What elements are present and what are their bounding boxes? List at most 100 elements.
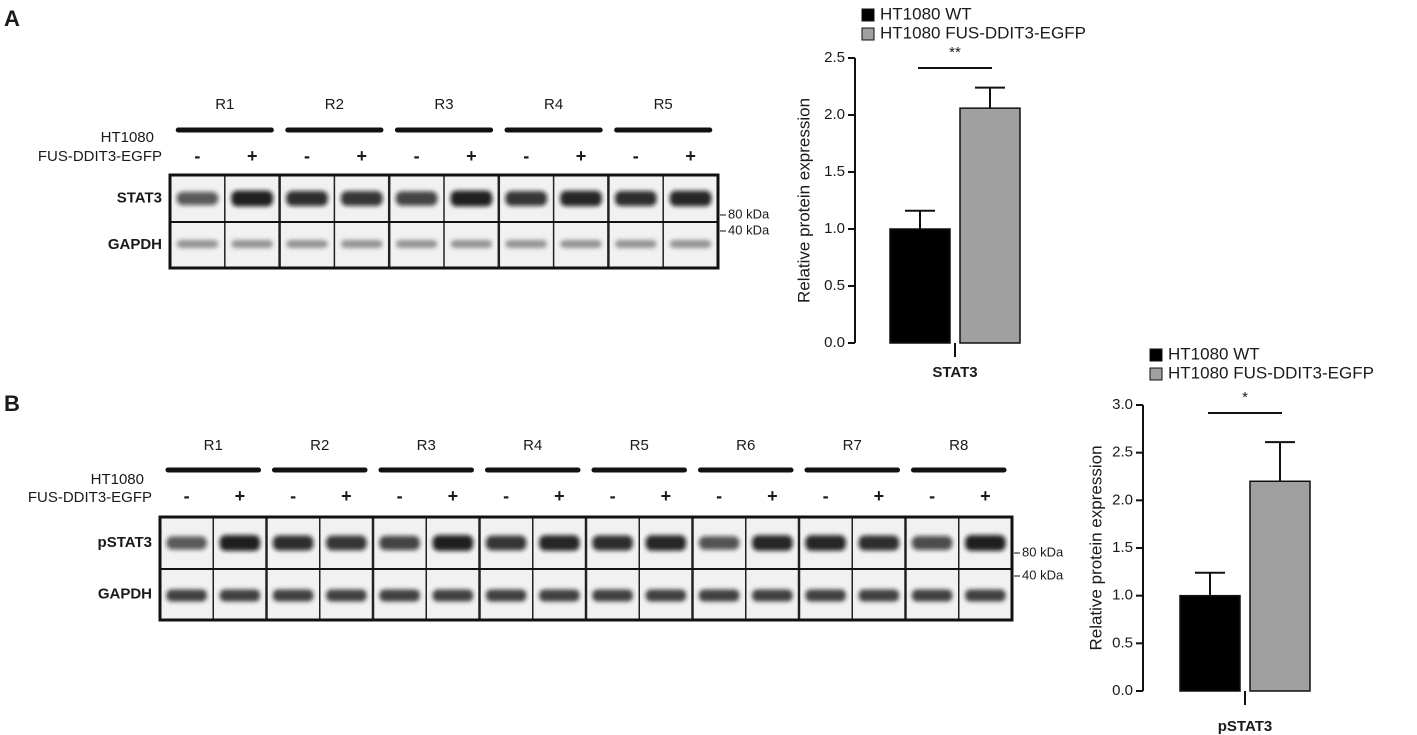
- band: [432, 535, 474, 551]
- band: [965, 589, 1006, 602]
- band: [176, 191, 219, 206]
- band: [379, 535, 420, 551]
- replicate-label: R2: [325, 96, 344, 113]
- row-label: STAT3: [117, 189, 162, 206]
- y-tick-label: 1.0: [1112, 587, 1133, 604]
- band: [231, 190, 274, 207]
- replicate-label: R7: [843, 437, 862, 454]
- band: [911, 589, 953, 602]
- band: [560, 190, 602, 207]
- lane-sign: -: [716, 486, 722, 506]
- band: [166, 536, 207, 550]
- replicate-label: R4: [523, 437, 542, 454]
- band: [286, 190, 328, 207]
- cell-line-label: HT1080: [101, 129, 154, 146]
- lane-sign: -: [414, 146, 420, 166]
- band: [176, 240, 219, 248]
- band: [219, 589, 261, 602]
- band: [614, 190, 657, 207]
- lane-sign: +: [576, 146, 587, 166]
- band: [698, 536, 740, 550]
- band: [166, 589, 207, 602]
- band: [485, 589, 527, 602]
- legend-label: HT1080 FUS-DDIT3-EGFP: [1168, 363, 1374, 382]
- x-tick-label: pSTAT3: [1218, 718, 1272, 735]
- band: [450, 240, 493, 248]
- band: [340, 191, 383, 206]
- band: [645, 535, 687, 551]
- lane-sign: -: [503, 486, 509, 506]
- band: [286, 240, 328, 248]
- replicate-label: R6: [736, 437, 755, 454]
- replicate-label: R3: [417, 437, 436, 454]
- band: [614, 240, 657, 248]
- band: [379, 589, 420, 602]
- row-label: GAPDH: [108, 236, 162, 253]
- lane-sign: +: [235, 486, 246, 506]
- band: [505, 191, 548, 206]
- replicate-label: R4: [544, 96, 563, 113]
- replicate-label: R3: [434, 96, 453, 113]
- band: [698, 589, 740, 602]
- row-label: GAPDH: [98, 585, 152, 602]
- lane-sign: -: [184, 486, 190, 506]
- band: [505, 240, 548, 248]
- y-tick-label: 0.5: [1112, 634, 1133, 651]
- replicate-label: R5: [654, 96, 673, 113]
- x-tick-label: STAT3: [932, 364, 977, 381]
- band: [395, 240, 438, 248]
- band: [752, 535, 793, 551]
- legend-swatch: [861, 8, 875, 22]
- y-tick-label: 2.0: [824, 106, 845, 123]
- legend-label: HT1080 FUS-DDIT3-EGFP: [880, 23, 1086, 42]
- lane-sign: -: [633, 146, 639, 166]
- y-axis-label: Relative protein expression: [794, 98, 813, 303]
- lane-sign: -: [194, 146, 200, 166]
- band: [340, 240, 383, 248]
- band: [326, 535, 367, 551]
- y-tick-label: 2.0: [1112, 491, 1133, 508]
- construct-label: FUS-DDIT3-EGFP: [38, 148, 162, 165]
- lane-sign: -: [397, 486, 403, 506]
- lane-sign: +: [767, 486, 778, 506]
- band: [752, 589, 793, 602]
- lane-sign: +: [661, 486, 672, 506]
- lane-sign: +: [448, 486, 459, 506]
- legend-swatch: [1149, 367, 1163, 381]
- bar: [1179, 594, 1241, 692]
- legend-label: HT1080 WT: [880, 4, 972, 23]
- marker-label: 40 kDa: [1022, 567, 1064, 582]
- y-tick-label: 2.5: [824, 49, 845, 66]
- significance-label: *: [1242, 389, 1248, 406]
- lane-sign: -: [929, 486, 935, 506]
- lane-sign: -: [610, 486, 616, 506]
- band: [911, 536, 953, 550]
- band: [395, 191, 438, 206]
- band: [592, 535, 633, 551]
- replicate-label: R1: [215, 96, 234, 113]
- y-tick-label: 3.0: [1112, 396, 1133, 413]
- marker-label: 80 kDa: [1022, 544, 1064, 559]
- row-label: pSTAT3: [98, 534, 152, 551]
- replicate-label: R1: [204, 437, 223, 454]
- band: [326, 589, 367, 602]
- y-tick-label: 0.0: [1112, 682, 1133, 699]
- band: [805, 535, 846, 551]
- band: [539, 535, 580, 551]
- lane-sign: -: [290, 486, 296, 506]
- band: [669, 240, 712, 248]
- legend-swatch: [861, 27, 875, 41]
- lane-sign: +: [980, 486, 991, 506]
- lane-sign: -: [304, 146, 310, 166]
- band: [858, 589, 900, 602]
- band: [272, 589, 314, 602]
- lane-sign: -: [823, 486, 829, 506]
- replicate-label: R8: [949, 437, 968, 454]
- lane-sign: +: [466, 146, 477, 166]
- y-axis-label: Relative protein expression: [1086, 445, 1105, 650]
- y-tick-label: 0.0: [824, 334, 845, 351]
- y-tick-label: 1.0: [824, 220, 845, 237]
- legend-swatch: [1149, 348, 1163, 362]
- panel-label: A: [4, 6, 20, 31]
- replicate-label: R2: [310, 437, 329, 454]
